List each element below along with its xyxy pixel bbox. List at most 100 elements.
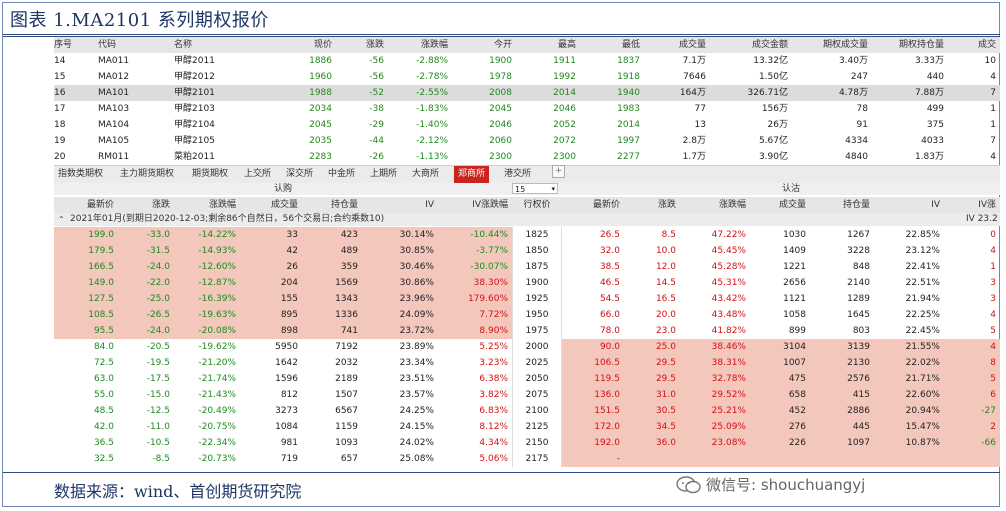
futures-cell: 2060 [489,136,512,146]
strike-price: 1900 [525,278,549,288]
call-cell: 204 [280,278,298,288]
call-cell: -20.49% [198,406,236,416]
tab-8[interactable]: 郑商所 [454,166,490,183]
futures-cell: 1978 [489,72,512,82]
futures-cell: 甲醇2103 [174,104,215,114]
option-row[interactable]: 48.5 -12.5 -20.49% 3273 6567 24.25% 6.83% 2100 1… [54,403,1000,419]
futures-cell: MA103 [98,104,130,114]
tab-5[interactable]: 中金所 [328,169,356,179]
futures-row[interactable]: 19 MA105 甲醇2105 2035 -44 -2.12% 2060 2072 1997 2.… [54,133,1000,149]
futures-cell: 1918 [617,72,640,82]
futures-cell: MA101 [98,88,130,98]
put-cell: 2130 [847,358,870,368]
option-row[interactable]: 108.5 -26.5 -19.63% 895 1336 24.09% 7.72% 1950 6… [54,307,1000,323]
option-row[interactable]: 95.5 -24.0 -20.08% 898 741 23.72% 8.90% 1975 78.… [54,323,1000,339]
tab-1[interactable]: 主力期货期权 [120,169,175,179]
futures-cell: 20 [54,152,66,162]
call-cell: -22.0 [146,278,170,288]
tab-3[interactable]: 上交所 [244,169,272,179]
futures-header-cell: 成交 [977,40,996,50]
call-cell: 8.12% [479,422,508,432]
strike-header-cell: 行权价 [523,200,551,210]
data-source: 数据来源：wind、首创期货研究院 [54,482,302,501]
put-cell: 5 [990,374,996,384]
strike-price: 2000 [525,342,549,352]
option-row[interactable]: 199.0 -33.0 -14.22% 33 423 30.14% -10.44% 1825 2… [54,227,1000,243]
call-cell: 42.0 [93,422,114,432]
put-cell: 22.41% [905,262,940,272]
put-cell: 45.45% [711,246,746,256]
tab-6[interactable]: 上期所 [370,169,398,179]
futures-cell: 2.8万 [682,136,706,146]
futures-row[interactable]: 16 MA101 甲醇2101 1988 -52 -2.55% 2008 2014 1940 16… [54,85,1000,101]
expiry-row[interactable]: ⌃ 2021年01月(到期日2020-12-03;剩余86个自然日，56个交易日… [54,213,1000,226]
futures-cell: 499 [926,104,944,114]
futures-row[interactable]: 14 MA011 甲醇2011 1886 -56 -2.88% 1900 1911 1837 7.… [54,53,1000,69]
futures-cell: -44 [369,136,384,146]
futures-cell: 2072 [553,136,576,146]
option-row[interactable]: 179.5 -31.5 -14.93% 42 489 30.85% -3.77% 1850 32… [54,243,1000,259]
futures-cell: 2052 [553,120,576,130]
futures-cell: 4334 [845,136,868,146]
tab-7[interactable]: 大商所 [412,169,440,179]
option-row[interactable]: 32.5 -8.5 -20.73% 719 657 25.08% 5.06% 2175 - [54,451,1000,467]
tab-4[interactable]: 深交所 [286,169,314,179]
call-cell: -21.74% [198,374,236,384]
call-cell: 30.46% [399,262,434,272]
call-cell: -19.5 [146,358,170,368]
put-cell: 658 [788,390,806,400]
futures-cell: 3.90亿 [758,152,788,162]
call-cell: 179.5 [88,246,114,256]
option-row[interactable]: 84.0 -20.5 -19.62% 5950 7192 23.89% 5.25% 2000 9… [54,339,1000,355]
call-cell: -19.63% [198,310,236,320]
futures-row[interactable]: 15 MA012 甲醇2012 1960 -56 -2.78% 1978 1992 1918 76… [54,69,1000,85]
tab-9[interactable]: 港交所 [504,169,532,179]
futures-cell: 14 [54,56,66,66]
option-row[interactable]: 36.5 -10.5 -22.34% 981 1093 24.02% 4.34% 2150 19… [54,435,1000,451]
option-row[interactable]: 149.0 -22.0 -12.87% 204 1569 30.86% 38.30% 1900… [54,275,1000,291]
put-cell [680,451,750,467]
futures-cell: 1911 [553,56,576,66]
futures-header-cell: 期权成交量 [822,40,868,50]
option-row[interactable]: 166.5 -24.0 -12.60% 26 359 30.46% -30.07% 1875 3… [54,259,1000,275]
put-cell: 4 [990,246,996,256]
put-cell: 3104 [783,342,806,352]
option-row[interactable]: 127.5 -25.0 -16.39% 155 1343 23.96% 179.60% 192… [54,291,1000,307]
call-cell: 359 [340,262,358,272]
strike-count-select[interactable]: 15 ▾ [512,183,558,194]
call-header-cell: IV涨跌幅 [472,200,508,210]
tab-2[interactable]: 期货期权 [192,169,229,179]
put-cell: 20.0 [655,310,676,320]
call-cell: -12.60% [198,262,236,272]
call-cell: 30.14% [399,230,434,240]
call-header-cell: 涨跌幅 [208,200,236,210]
put-cell: 2656 [783,278,806,288]
call-cell: 32.5 [93,454,114,464]
call-cell: 72.5 [93,358,114,368]
collapse-icon[interactable]: ⌃ [58,215,65,224]
put-itm-fill [562,451,1000,467]
put-cell: 14.5 [655,278,676,288]
call-cell: -17.5 [146,374,170,384]
option-row[interactable]: 63.0 -17.5 -21.74% 1596 2189 23.51% 6.38% 2050 1… [54,371,1000,387]
call-cell: 1093 [335,438,358,448]
call-cell: 38.30% [473,278,508,288]
grid-toggle-icon[interactable]: + [552,165,565,178]
futures-row[interactable]: 17 MA103 甲醇2103 2034 -38 -1.83% 2045 2046 1983 77… [54,101,1000,117]
call-cell: -14.22% [198,230,236,240]
futures-header-cell: 序号 [54,40,73,50]
futures-cell: 1992 [553,72,576,82]
futures-row[interactable]: 18 MA104 甲醇2104 2045 -29 -1.40% 2046 2052 2014 13… [54,117,1000,133]
futures-cell: 1.83万 [914,152,944,162]
call-cell: 1569 [335,278,358,288]
put-cell: 31.0 [655,390,676,400]
call-cell: 3.23% [479,358,508,368]
futures-cell: -2.78% [416,72,448,82]
futures-cell: 1837 [617,56,640,66]
option-row[interactable]: 42.0 -11.0 -20.75% 1084 1159 24.15% 8.12% 2125 1… [54,419,1000,435]
strike-cell-bg [512,355,562,371]
futures-row[interactable]: 20 RM011 菜粕2011 2283 -26 -1.13% 2300 2300 2277 1.… [54,149,1000,165]
option-row[interactable]: 55.0 -15.0 -21.43% 812 1507 23.57% 3.82% 2075 13… [54,387,1000,403]
option-row[interactable]: 72.5 -19.5 -21.20% 1642 2032 23.34% 3.23% 2025 1… [54,355,1000,371]
tab-0[interactable]: 指数类期权 [58,169,104,179]
